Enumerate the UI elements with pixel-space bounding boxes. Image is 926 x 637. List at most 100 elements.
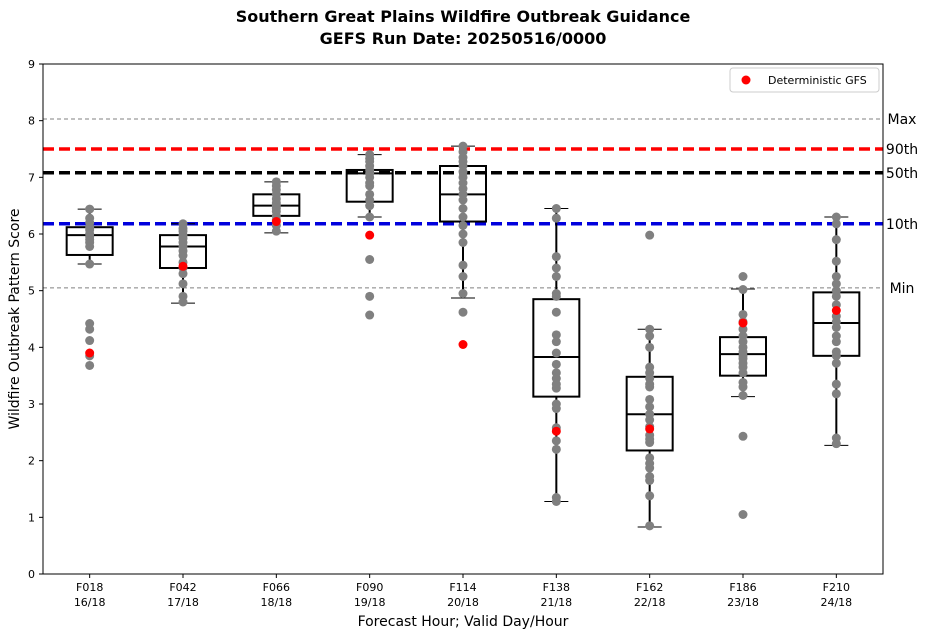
- member-point-f138: [551, 496, 561, 506]
- y-axis: 0 1 2 3 4 5 6 7 8 9: [28, 58, 43, 581]
- x-tick-label-hour: F018: [76, 581, 103, 594]
- x-tick-label-hour: F066: [263, 581, 290, 594]
- member-point-f138: [551, 272, 561, 281]
- member-point-f066: [271, 226, 281, 236]
- x-axis: F018 16/18 F042 17/18 F066 18/18 F090 19/18 F114…: [74, 574, 852, 609]
- x-tick-label-hour: F138: [543, 581, 570, 594]
- member-point-f090: [365, 212, 375, 222]
- x-axis-label: Forecast Hour; Valid Day/Hour: [358, 614, 569, 630]
- member-point-f018: [85, 336, 95, 346]
- x-tick-label-valid: 21/18: [540, 596, 572, 609]
- deterministic-point-f018: [85, 348, 95, 358]
- member-point-f042: [178, 297, 188, 307]
- member-point-f138: [551, 436, 561, 446]
- y-tick-label: 2: [28, 455, 35, 468]
- deterministic-point-f210: [831, 306, 841, 315]
- member-point-f090: [365, 181, 375, 191]
- member-point-f114: [458, 221, 468, 230]
- x-tick-label-hour: F162: [636, 581, 663, 594]
- member-point-f186: [738, 391, 748, 400]
- x-tick-label-hour: F186: [729, 581, 756, 594]
- member-point-f210: [831, 256, 841, 266]
- deterministic-point-f042: [178, 261, 188, 271]
- y-tick-label: 7: [28, 171, 35, 184]
- member-point-f138: [551, 359, 561, 369]
- deterministic-point-f162: [645, 424, 655, 434]
- member-point-f138: [551, 204, 561, 213]
- member-point-f162: [645, 331, 655, 341]
- chart-title: Southern Great Plains Wildfire Outbreak …: [0, 6, 926, 50]
- x-tick-label-valid: 16/18: [74, 596, 106, 609]
- reference-label-90th: 90th: [886, 142, 918, 158]
- deterministic-point-f090: [365, 230, 375, 240]
- member-point-f114: [458, 195, 468, 205]
- x-tick-label-hour: F090: [356, 581, 383, 594]
- reference-label-max: Max: [888, 112, 917, 128]
- member-point-f138: [551, 307, 561, 317]
- x-tick-label-valid: 24/18: [820, 596, 852, 609]
- member-point-f210: [831, 212, 841, 222]
- member-point-f210: [831, 439, 841, 449]
- x-tick-label-valid: 18/18: [260, 596, 292, 609]
- member-point-f114: [458, 238, 468, 247]
- member-point-f090: [365, 310, 375, 320]
- member-point-f018: [85, 241, 95, 251]
- member-point-f018: [85, 204, 95, 214]
- member-point-f186: [738, 309, 748, 319]
- member-point-f210: [831, 291, 841, 301]
- reference-label-min: Min: [890, 281, 915, 297]
- member-point-f138: [551, 348, 561, 358]
- legend: Deterministic GFS: [729, 67, 880, 93]
- reference-label-10th: 10th: [886, 217, 918, 233]
- member-point-f138: [551, 291, 561, 301]
- member-point-f186: [738, 368, 748, 378]
- x-tick-label-hour: F210: [823, 581, 850, 594]
- plot-frame: [42, 63, 884, 575]
- member-point-f210: [831, 279, 841, 289]
- member-point-f018: [85, 259, 95, 269]
- x-tick-label-hour: F042: [169, 581, 196, 594]
- member-point-f090: [365, 255, 375, 264]
- member-point-f210: [831, 351, 841, 361]
- member-point-f114: [458, 212, 468, 222]
- member-point-f114: [458, 307, 468, 317]
- member-point-f138: [551, 213, 561, 223]
- deterministic-layer: [85, 217, 841, 436]
- x-tick-label-hour: F114: [449, 581, 476, 594]
- x-tick-label-valid: 22/18: [634, 596, 666, 609]
- y-tick-label: 9: [28, 58, 35, 71]
- member-point-f162: [645, 491, 655, 501]
- member-point-f186: [738, 510, 748, 519]
- reference-label-50th: 50th: [886, 166, 918, 182]
- member-point-f090: [365, 201, 375, 211]
- y-tick-label: 5: [28, 285, 35, 298]
- member-point-f042: [178, 269, 188, 279]
- member-point-f018: [85, 360, 95, 370]
- member-point-f186: [738, 324, 748, 334]
- member-point-f210: [831, 323, 841, 332]
- member-point-f162: [645, 463, 655, 473]
- member-point-f210: [831, 389, 841, 399]
- y-tick-label: 3: [28, 398, 35, 411]
- member-point-f162: [645, 415, 655, 425]
- deterministic-point-f114: [458, 340, 468, 349]
- member-point-f162: [645, 342, 655, 352]
- y-tick-label: 1: [28, 511, 35, 524]
- member-point-f210: [831, 358, 841, 368]
- member-point-f114: [458, 204, 468, 213]
- legend-marker-deterministic: [741, 75, 751, 85]
- member-point-f138: [551, 404, 561, 414]
- member-point-f042: [178, 251, 188, 261]
- member-point-f186: [738, 382, 748, 392]
- member-point-f114: [458, 289, 468, 298]
- chart-title-line-1: Southern Great Plains Wildfire Outbreak …: [235, 7, 691, 26]
- member-point-f162: [645, 521, 655, 531]
- x-tick-label-valid: 17/18: [167, 596, 199, 609]
- member-point-f138: [551, 330, 561, 340]
- member-point-f138: [551, 252, 561, 262]
- member-point-f114: [458, 229, 468, 239]
- member-point-f210: [831, 219, 841, 229]
- x-tick-label-valid: 19/18: [354, 596, 386, 609]
